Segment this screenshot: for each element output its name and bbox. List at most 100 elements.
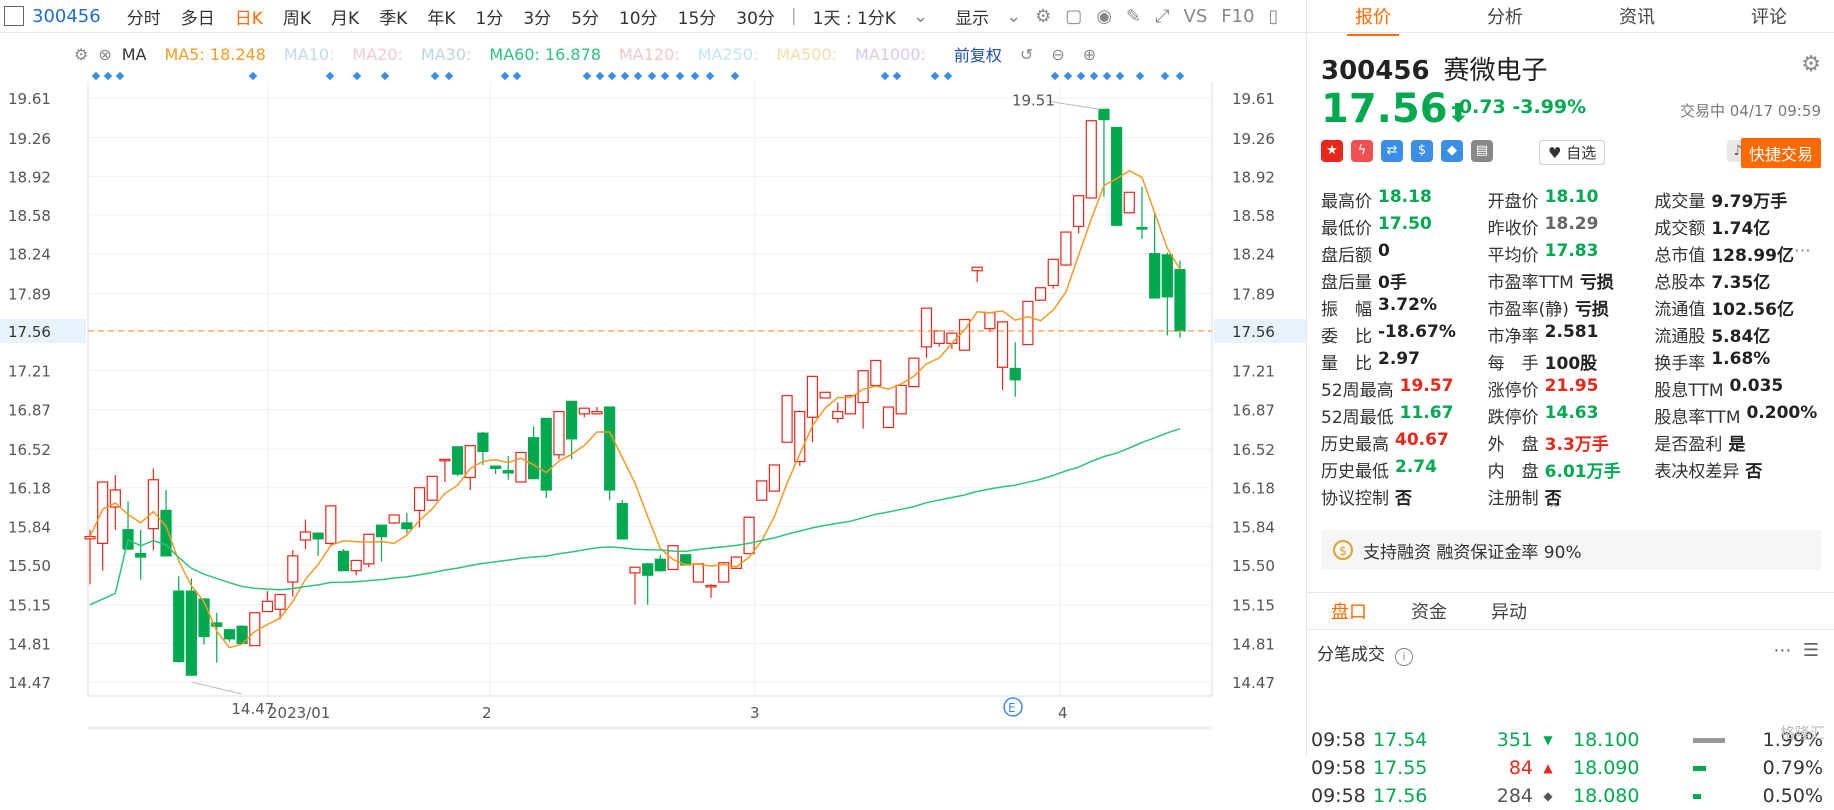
candle-body	[629, 566, 641, 574]
draw-box-icon[interactable]: ▢	[1065, 5, 1083, 27]
quote-row: 52周最高 19.57 涨停价 21.95 股息TTM 0.035	[1321, 375, 1821, 402]
shuffle-icon[interactable]: ⇄	[1381, 140, 1403, 162]
chevron-down-icon[interactable]: ⌄	[912, 5, 929, 27]
ticks-title: 分笔成交 i	[1317, 640, 1413, 666]
y-tick-right: 18.24	[1232, 246, 1275, 264]
period-tab[interactable]: 3分	[523, 8, 552, 29]
candle-body	[971, 266, 983, 272]
f10-button[interactable]: F10	[1221, 5, 1255, 27]
quote-panel: 报价 分析 资讯 评论 300456 赛微电子 ⚙ 17.56⬇ -0.73 -3.99…	[1306, 0, 1834, 807]
tick-row: 09:58 17.55 84 ▲ 18.090 0.79%	[1311, 754, 1831, 782]
undo-icon[interactable]: ↺	[1019, 44, 1034, 64]
watermark: 格隆汇	[1779, 724, 1825, 742]
sub-tab[interactable]: 资金	[1411, 602, 1447, 623]
field-value: 7.35亿	[1711, 273, 1771, 293]
panel-toggle-icon[interactable]: ▯	[1268, 5, 1279, 27]
candle-body	[363, 533, 375, 565]
y-tick-right: 16.52	[1232, 441, 1275, 459]
ma1000-value: MA1000:	[855, 44, 926, 64]
document-icon[interactable]: ▤	[1471, 140, 1493, 162]
event-marker	[1160, 71, 1170, 81]
candle-body	[439, 458, 451, 462]
camera-icon[interactable]: ◉	[1096, 5, 1113, 27]
tick-time: 09:58	[1311, 729, 1366, 751]
ma-label[interactable]: MA	[121, 44, 147, 64]
tick-price: 17.56	[1373, 785, 1428, 807]
info-icon[interactable]: i	[1395, 648, 1413, 666]
field-value: 否	[1745, 462, 1763, 482]
fullscreen-icon[interactable]: ⤢	[1155, 5, 1170, 27]
period-tab[interactable]: 1分	[475, 8, 504, 29]
field-value: 18.29	[1544, 214, 1599, 234]
quote-row: 最高价 18.18 开盘价 18.10 成交量 9.79万手	[1321, 186, 1821, 213]
sub-tab[interactable]: 盘口	[1331, 602, 1367, 623]
period-tab[interactable]: 5分	[571, 8, 599, 29]
period-tab[interactable]: 分时	[126, 8, 161, 29]
gear-icon[interactable]: ⚙	[74, 44, 89, 64]
y-tick-left: 19.61	[8, 90, 51, 108]
quote-tab[interactable]: 报价	[1307, 3, 1439, 36]
quote-field: 昨收价 18.29	[1488, 214, 1655, 239]
candle-body	[882, 406, 895, 429]
interval-combo[interactable]: 1天 : 1分K	[812, 8, 896, 29]
quote-tab[interactable]: 资讯	[1619, 7, 1655, 28]
candle-body	[464, 445, 476, 479]
chevron-up-icon[interactable]: ⌃	[1547, 500, 1561, 519]
period-tab[interactable]: 10分	[618, 8, 658, 29]
ratio-bar	[1693, 766, 1706, 771]
y-tick-left: 16.87	[8, 401, 51, 419]
field-label: 市盈率(静)	[1487, 300, 1569, 320]
chevron-down-icon[interactable]: ⌄	[1006, 5, 1022, 27]
quote-tab[interactable]: 评论	[1751, 7, 1787, 28]
period-tab[interactable]: 月K	[331, 8, 360, 29]
display-menu[interactable]: 显示	[955, 8, 990, 29]
kline-chart[interactable]: 19.61 19.61 19.26 19.26 18.92 18.92 18.58 18.58…	[0, 70, 1306, 757]
field-label: 成交量	[1654, 192, 1706, 212]
bid-price: 18.080	[1573, 785, 1640, 807]
field-label: 股息TTM	[1654, 381, 1724, 401]
gear-icon[interactable]: ⚙	[1035, 5, 1052, 27]
event-marker	[582, 71, 592, 81]
pencil-icon[interactable]: ✎	[1126, 5, 1142, 27]
quote-field: 市盈率(静) 亏损	[1488, 295, 1655, 320]
event-marker	[512, 71, 522, 81]
quote-field: 最高价 18.18	[1321, 187, 1488, 212]
period-tab[interactable]: 季K	[379, 8, 408, 29]
candle-body	[566, 400, 578, 440]
low-annotation: 14.47	[231, 700, 274, 718]
more-icon[interactable]: ⋯	[1773, 640, 1792, 661]
candle-body	[1123, 191, 1135, 214]
period-tab[interactable]: 多日	[180, 8, 215, 29]
close-icon[interactable]: ⊗	[98, 44, 112, 64]
field-value: 是	[1728, 435, 1746, 455]
vs-button[interactable]: VS	[1183, 5, 1208, 27]
more-icon[interactable]: ⋯	[1793, 241, 1811, 261]
period-tab[interactable]: 15分	[677, 8, 717, 29]
field-label: 每 手	[1487, 354, 1539, 374]
sidebar-toggle-icon[interactable]	[4, 6, 24, 26]
sub-tabs: 盘口 资金 异动	[1307, 592, 1834, 630]
sub-tab[interactable]: 异动	[1491, 602, 1527, 623]
period-tab[interactable]: 日K	[234, 8, 263, 29]
lightning-icon[interactable]: ϟ	[1351, 140, 1373, 162]
period-tab[interactable]: 年K	[427, 8, 456, 29]
add-watchlist-button[interactable]: ♥ 自选	[1539, 140, 1606, 165]
kline-svg[interactable]: 19.61 19.61 19.26 19.26 18.92 18.92 18.58 18.58…	[0, 70, 1306, 757]
quick-trade-button[interactable]: 快捷交易	[1740, 138, 1821, 168]
zoom-in-icon[interactable]: ⊕	[1082, 44, 1097, 64]
dollar-icon[interactable]: $	[1411, 140, 1433, 162]
period-tab[interactable]: 周K	[282, 8, 312, 29]
gear-icon[interactable]: ⚙	[1801, 52, 1821, 77]
period-tab[interactable]: 30分	[736, 8, 775, 29]
quote-tab[interactable]: 分析	[1487, 7, 1523, 28]
adjust-mode[interactable]: 前复权	[953, 46, 1002, 65]
candle-body	[413, 487, 426, 512]
candle-body	[933, 330, 945, 345]
event-marker	[892, 71, 902, 81]
field-label: 流通股	[1654, 327, 1706, 347]
tag-icon[interactable]: ◆	[1441, 140, 1463, 162]
event-marker	[444, 71, 454, 81]
list-icon[interactable]: ☰	[1802, 640, 1819, 661]
quote-row: 盘后额 0 平均价 17.83 总市值 128.99亿 ⋯	[1321, 240, 1821, 267]
zoom-out-icon[interactable]: ⊖	[1051, 44, 1065, 64]
